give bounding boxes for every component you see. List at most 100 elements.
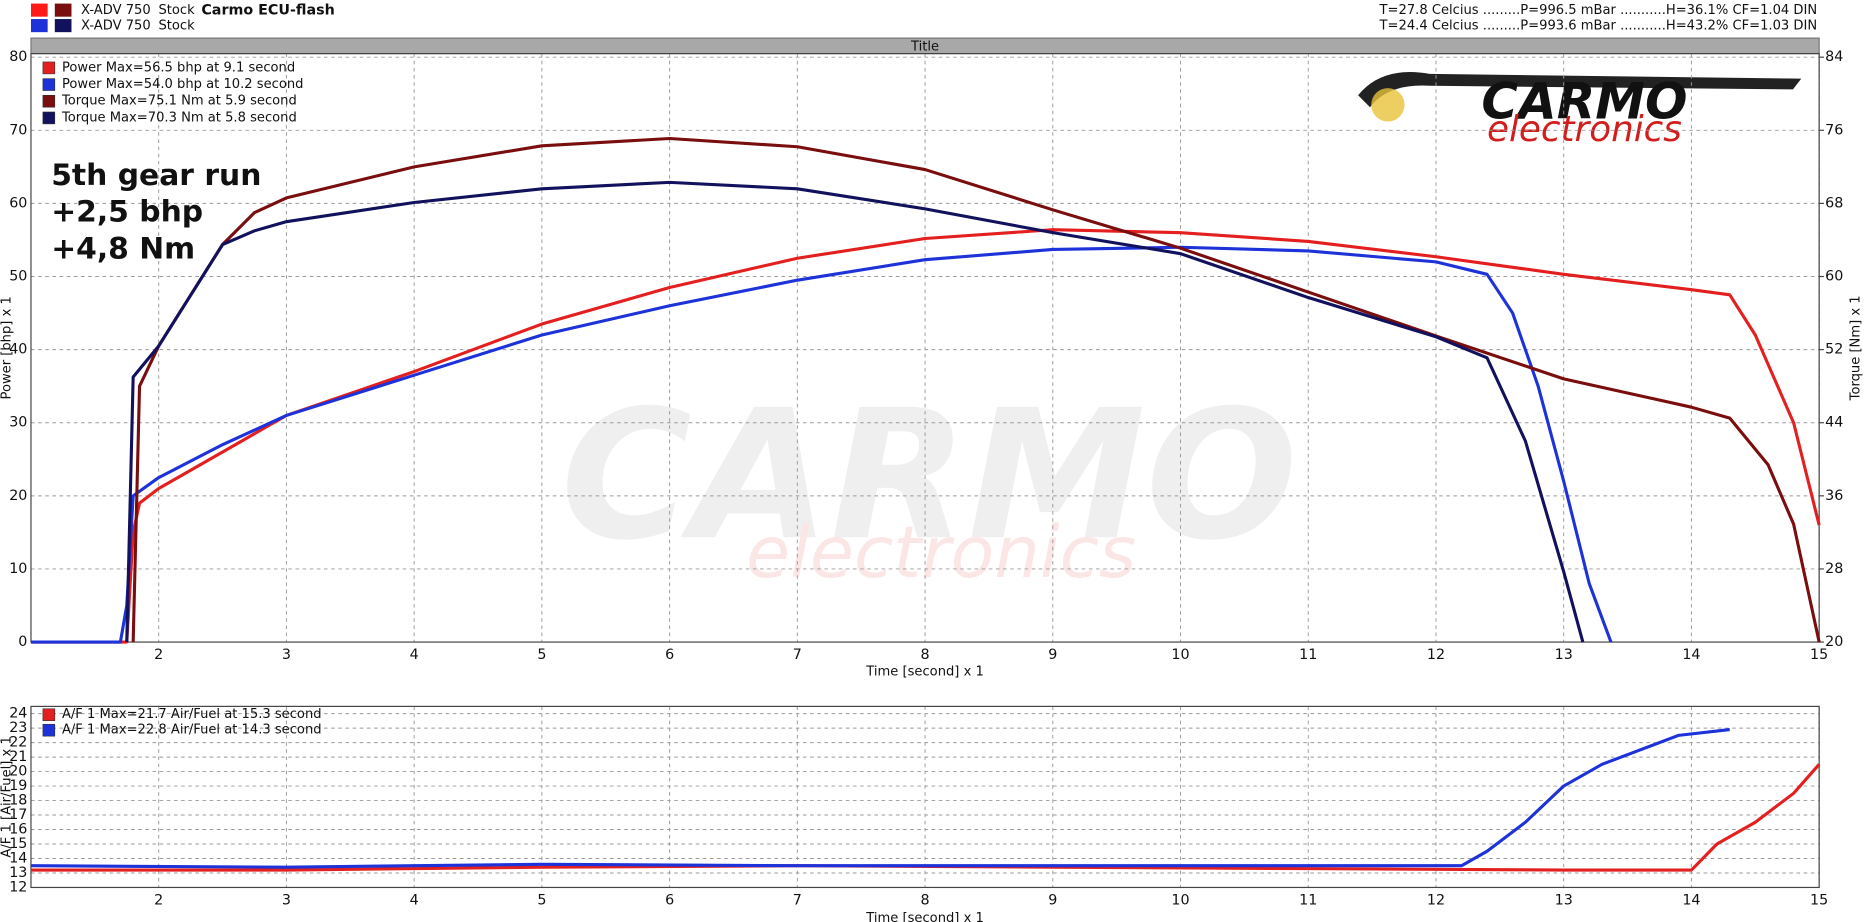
legend-label: A/F 1 Max=21.7 Air/Fuel at 15.3 second — [62, 707, 322, 722]
x-tick-label: 4 — [410, 647, 419, 663]
x-tick-label: 8 — [921, 893, 930, 909]
x-tick-label: 7 — [793, 893, 802, 909]
x-tick-label: 10 — [1171, 893, 1189, 909]
x-tick-label: 7 — [793, 647, 802, 663]
plot-frame — [30, 53, 1820, 643]
legend-swatch — [42, 61, 56, 75]
annotation: 5th gear run — [51, 158, 261, 193]
run-bike: X-ADV 750 — [81, 3, 151, 18]
x-tick-label: 10 — [1171, 647, 1189, 663]
x-axis-label: Time [second] x 1 — [865, 911, 984, 922]
y-tick-label: 80 — [9, 49, 27, 65]
y-tick-label: 20 — [9, 764, 27, 780]
x-tick-label: 8 — [921, 647, 930, 663]
x-tick-label: 9 — [1048, 893, 1057, 909]
y-tick-label: 16 — [9, 822, 27, 838]
x-tick-label: 13 — [1555, 647, 1573, 663]
run-base: Stock — [158, 3, 195, 18]
y-tick-label: 17 — [9, 807, 27, 823]
x-tick-label: 12 — [1427, 647, 1445, 663]
x-tick-label: 4 — [410, 893, 419, 909]
y2-axis-label: Torque [Nm] x 1 — [1849, 295, 1864, 401]
y-tick-label: 30 — [9, 415, 27, 431]
y-tick-label: 40 — [9, 342, 27, 358]
y-tick-label: 50 — [9, 269, 27, 285]
plot-frame — [30, 705, 1820, 889]
x-tick-label: 14 — [1682, 647, 1700, 663]
data-line — [131, 136, 1821, 643]
conditions: T=27.8 Celcius .........P=996.5 mBar ...… — [1379, 3, 1818, 18]
logo-brand: CARMO — [1481, 72, 1687, 130]
conditions: T=24.4 Celcius .........P=993.6 mBar ...… — [1379, 19, 1818, 34]
y2-tick-label: 60 — [1825, 269, 1843, 285]
legend-label: Power Max=54.0 bhp at 10.2 second — [62, 77, 304, 92]
run-bike: X-ADV 750 — [81, 19, 151, 34]
swatch — [54, 19, 72, 33]
run-base: Stock — [158, 19, 195, 34]
y2-tick-label: 20 — [1825, 634, 1843, 650]
data-line — [30, 245, 1613, 644]
y2-tick-label: 52 — [1825, 342, 1843, 358]
y2-tick-label: 28 — [1825, 561, 1843, 577]
x-tick-label: 2 — [154, 893, 163, 909]
x-tick-label: 3 — [282, 893, 291, 909]
x-tick-label: 9 — [1048, 647, 1057, 663]
y-tick-label: 10 — [9, 561, 27, 577]
x-tick-label: 6 — [665, 893, 674, 909]
x-tick-label: 15 — [1810, 893, 1828, 909]
y-tick-label: 21 — [9, 749, 27, 765]
x-tick-label: 11 — [1299, 647, 1317, 663]
x-tick-label: 15 — [1810, 647, 1828, 663]
y-tick-label: 15 — [9, 836, 27, 852]
watermark-brand: CARMO — [561, 372, 1298, 580]
swatch — [30, 3, 48, 17]
y-tick-label: 19 — [9, 778, 27, 794]
data-line — [30, 228, 1821, 644]
y-tick-label: 13 — [9, 865, 27, 881]
x-tick-label: 5 — [537, 893, 546, 909]
annotation: +2,5 bhp — [51, 195, 203, 230]
legend-label: A/F 1 Max=22.8 Air/Fuel at 14.3 second — [62, 723, 322, 738]
y-tick-label: 14 — [9, 850, 27, 866]
x-tick-label: 14 — [1682, 893, 1700, 909]
legend-label: Torque Max=70.3 Nm at 5.8 second — [61, 110, 297, 125]
logo-swoosh — [1358, 72, 1802, 108]
logo-sub: electronics — [1487, 109, 1682, 150]
x-tick-label: 5 — [537, 647, 546, 663]
y-axis-label: Power [bhp] x 1 — [0, 296, 15, 399]
y2-tick-label: 44 — [1825, 415, 1843, 431]
y-tick-label: 23 — [9, 720, 27, 736]
y-axis-label: A/F 1 [Air/Fuel] x 1 — [0, 736, 15, 857]
swatch — [54, 3, 72, 17]
y-tick-label: 12 — [9, 879, 27, 895]
legend-swatch — [42, 111, 56, 125]
legend-label: Power Max=56.5 bhp at 9.1 second — [62, 60, 295, 75]
y-tick-label: 18 — [9, 793, 27, 809]
y2-tick-label: 84 — [1825, 49, 1843, 65]
x-tick-label: 13 — [1555, 893, 1573, 909]
x-axis-label: Time [second] x 1 — [865, 664, 984, 679]
chart-title: Title — [910, 40, 939, 55]
x-tick-label: 2 — [154, 647, 163, 663]
watermark-sub: electronics — [746, 511, 1136, 594]
legend-swatch — [42, 708, 56, 721]
legend-label: Torque Max=75.1 Nm at 5.9 second — [61, 94, 297, 109]
x-tick-label: 3 — [282, 647, 291, 663]
y-tick-label: 20 — [9, 488, 27, 504]
swatch — [30, 19, 48, 33]
data-line — [125, 180, 1585, 643]
y2-tick-label: 76 — [1825, 122, 1843, 138]
y-tick-label: 70 — [9, 122, 27, 138]
x-tick-label: 6 — [665, 647, 674, 663]
logo-flash — [1371, 88, 1405, 122]
x-tick-label: 12 — [1427, 893, 1445, 909]
legend-swatch — [42, 723, 56, 737]
y2-tick-label: 36 — [1825, 488, 1843, 504]
data-line — [30, 728, 1730, 869]
y-tick-label: 60 — [9, 195, 27, 211]
y2-tick-label: 68 — [1825, 195, 1843, 211]
data-line — [30, 763, 1821, 872]
annotation: +4,8 Nm — [51, 232, 195, 267]
legend-swatch — [42, 78, 56, 91]
